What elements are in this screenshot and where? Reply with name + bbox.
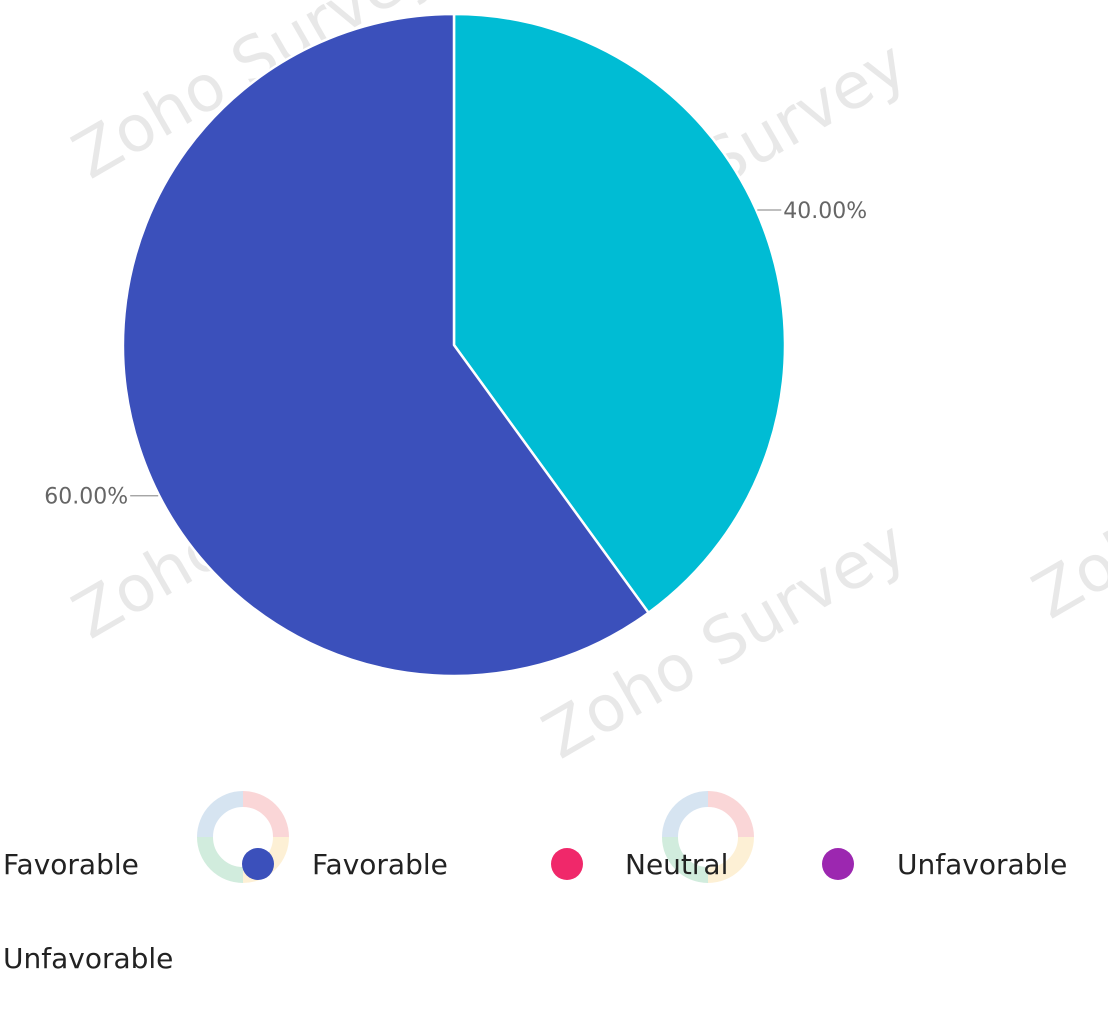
legend-label: Unfavorable [897, 848, 1067, 881]
legend-item[interactable]: Unfavorable [822, 848, 1067, 881]
legend-label: Favorable [3, 848, 139, 881]
legend-marker [242, 848, 274, 880]
legend-label: Unfavorable [3, 942, 173, 975]
slice-layer [121, 12, 787, 678]
watermark-logo [662, 791, 754, 883]
slice-label: 60.00% [44, 485, 128, 510]
legend-item[interactable]: Favorable [3, 848, 139, 881]
legend-label: Neutral [625, 848, 728, 881]
pie-slice-favorable [452, 12, 787, 615]
legend-item[interactable]: Neutral [551, 848, 728, 881]
pie-slice-unfavorable [121, 12, 650, 678]
watermark-text: Zoho Survey [1021, 367, 1108, 634]
legend-marker [551, 848, 583, 880]
legend-marker [822, 848, 854, 880]
legend-item[interactable]: Favorable [242, 848, 448, 881]
slice-label-layer: 40.00% 60.00% [44, 199, 867, 510]
legend-item[interactable]: Unfavorable [3, 942, 173, 975]
legend-label: Favorable [312, 848, 448, 881]
legend: Favorable Favorable Neutral Unfavorable Unfa… [3, 848, 1067, 975]
slice-label: 40.00% [783, 199, 867, 224]
